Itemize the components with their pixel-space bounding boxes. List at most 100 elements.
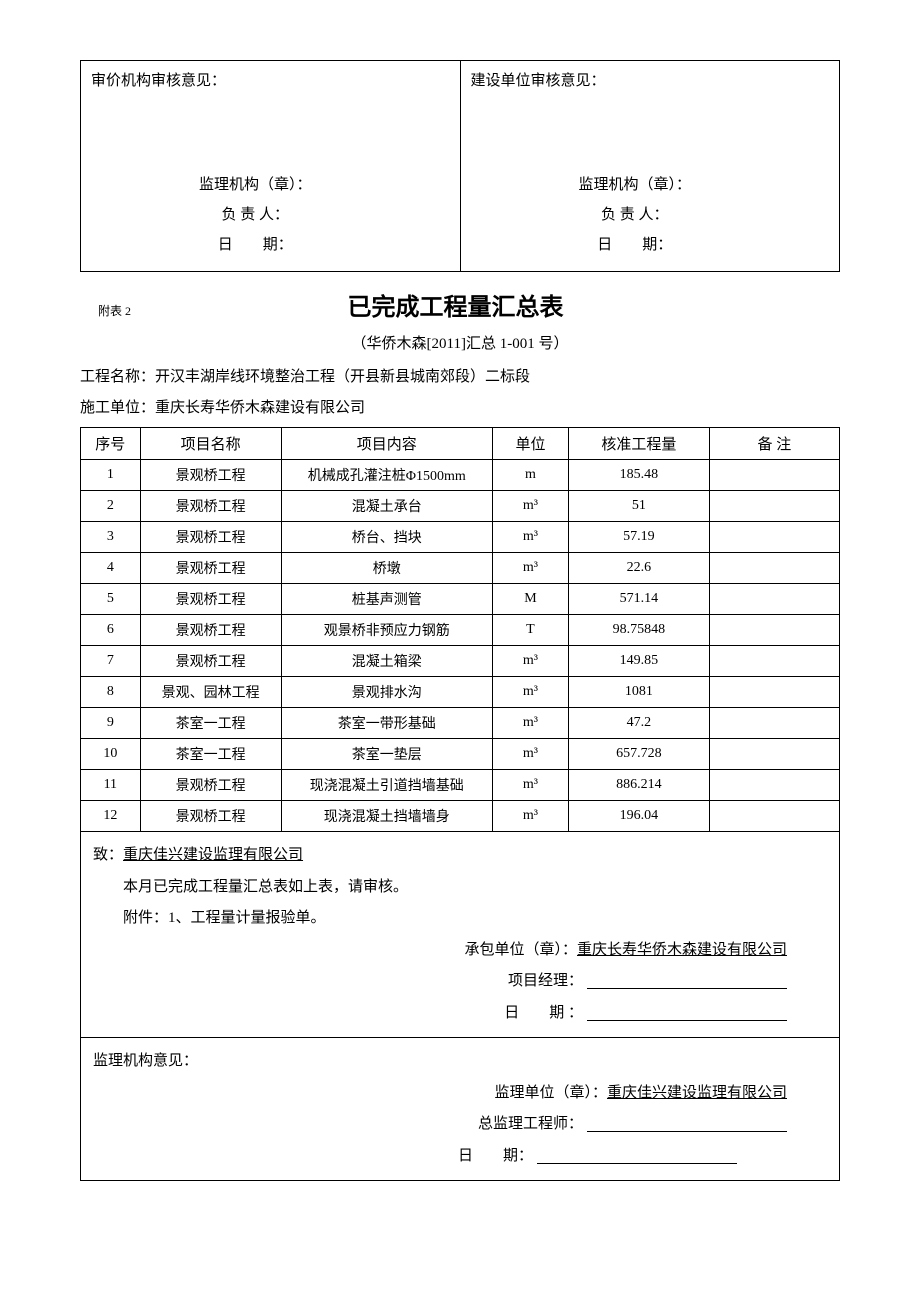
cell-name: 景观桥工程: [140, 491, 281, 522]
to-line: 致：重庆佳兴建设监理有限公司: [93, 840, 827, 872]
date-label1: 日 期 ：: [504, 1005, 583, 1021]
footer-top-block: 致：重庆佳兴建设监理有限公司 本月已完成工程量汇总表如上表，请审核。 附件：1、…: [81, 832, 839, 1038]
project-name: 开汉丰湖岸线环境整治工程（开县新县城南郊段）二标段: [155, 369, 530, 385]
contractor-label: 施工单位：: [80, 400, 155, 416]
cell-qty: 149.85: [568, 646, 709, 677]
approval-left-sig: 监理机构（章）： 负 责 人： 日 期：: [91, 170, 450, 260]
cell-content: 桥台、挡块: [281, 522, 492, 553]
cell-name: 景观桥工程: [140, 460, 281, 491]
table-row: 9茶室一工程茶室一带形基础m³47.2: [81, 708, 840, 739]
cell-idx: 9: [81, 708, 141, 739]
approval-right-sig: 监理机构（章）： 负 责 人： 日 期：: [471, 170, 830, 260]
doc-number: （华侨木森[2011]汇总 1-001 号）: [80, 332, 840, 353]
cell-content: 现浇混凝土挡墙墙身: [281, 801, 492, 832]
date-label: 日 期：: [91, 230, 420, 260]
person-label: 负 责 人：: [91, 200, 420, 230]
cell-qty: 185.48: [568, 460, 709, 491]
footer-line1: 本月已完成工程量汇总表如上表，请审核。: [93, 872, 827, 904]
contractor-seal-label: 承包单位（章）：: [464, 942, 577, 958]
cell-unit: m³: [493, 708, 569, 739]
to-label: 致：: [93, 847, 123, 863]
cell-unit: m³: [493, 553, 569, 584]
cell-remark: [709, 460, 839, 491]
cell-idx: 6: [81, 615, 141, 646]
cell-name: 茶室一工程: [140, 739, 281, 770]
footer-section: 致：重庆佳兴建设监理有限公司 本月已完成工程量汇总表如上表，请审核。 附件：1、…: [80, 832, 840, 1181]
title-row: 附表 2 已完成工程量汇总表: [80, 287, 840, 322]
project-label: 工程名称：: [80, 369, 155, 385]
cell-idx: 7: [81, 646, 141, 677]
table-row: 11景观桥工程现浇混凝土引道挡墙基础m³886.214: [81, 770, 840, 801]
cell-qty: 47.2: [568, 708, 709, 739]
cell-name: 景观桥工程: [140, 615, 281, 646]
contractor-name: 重庆长寿华侨木森建设有限公司: [155, 400, 365, 416]
date-line2: 日 期：: [93, 1141, 827, 1173]
cell-content: 现浇混凝土引道挡墙基础: [281, 770, 492, 801]
footer-bottom-block: 监理机构意见： 监理单位（章）：重庆佳兴建设监理有限公司 总监理工程师： 日 期…: [81, 1038, 839, 1180]
quantity-table: 序号 项目名称 项目内容 单位 核准工程量 备 注 1景观桥工程机械成孔灌注桩Φ…: [80, 427, 840, 832]
cell-content: 茶室一带形基础: [281, 708, 492, 739]
th-idx: 序号: [81, 428, 141, 460]
table-row: 8景观、园林工程景观排水沟m³1081: [81, 677, 840, 708]
date-label: 日 期：: [471, 230, 800, 260]
table-row: 2景观桥工程混凝土承台m³51: [81, 491, 840, 522]
cell-remark: [709, 770, 839, 801]
cell-name: 景观桥工程: [140, 801, 281, 832]
supervisor-opinion: 监理机构意见：: [93, 1046, 827, 1078]
pm-label: 项目经理：: [508, 973, 583, 989]
cell-unit: m³: [493, 801, 569, 832]
cell-unit: m: [493, 460, 569, 491]
contractor-seal-line: 承包单位（章）：重庆长寿华侨木森建设有限公司: [93, 935, 827, 967]
supervisor-seal-name: 重庆佳兴建设监理有限公司: [607, 1085, 787, 1101]
cell-idx: 4: [81, 553, 141, 584]
cell-remark: [709, 708, 839, 739]
approval-left-title: 审价机构审核意见：: [91, 69, 450, 90]
cell-content: 景观排水沟: [281, 677, 492, 708]
cell-remark: [709, 646, 839, 677]
cell-idx: 3: [81, 522, 141, 553]
cell-unit: m³: [493, 739, 569, 770]
pm-line: 项目经理：: [93, 966, 827, 998]
cell-qty: 57.19: [568, 522, 709, 553]
chief-sig-line: [587, 1117, 787, 1132]
th-name: 项目名称: [140, 428, 281, 460]
approval-box: 审价机构审核意见： 监理机构（章）： 负 责 人： 日 期： 建设单位审核意见：…: [80, 60, 840, 272]
date-line1: 日 期 ：: [93, 998, 827, 1030]
cell-name: 景观桥工程: [140, 646, 281, 677]
person-label: 负 责 人：: [471, 200, 800, 230]
cell-qty: 22.6: [568, 553, 709, 584]
cell-remark: [709, 553, 839, 584]
cell-remark: [709, 739, 839, 770]
chief-line: 总监理工程师：: [93, 1109, 827, 1141]
cell-qty: 1081: [568, 677, 709, 708]
cell-name: 景观桥工程: [140, 770, 281, 801]
cell-name: 景观桥工程: [140, 522, 281, 553]
table-row: 12景观桥工程现浇混凝土挡墙墙身m³196.04: [81, 801, 840, 832]
cell-idx: 5: [81, 584, 141, 615]
cell-content: 桥墩: [281, 553, 492, 584]
cell-remark: [709, 491, 839, 522]
cell-remark: [709, 677, 839, 708]
cell-content: 机械成孔灌注桩Φ1500mm: [281, 460, 492, 491]
cell-idx: 10: [81, 739, 141, 770]
date-label2: 日 期：: [458, 1148, 533, 1164]
cell-qty: 196.04: [568, 801, 709, 832]
cell-name: 景观桥工程: [140, 584, 281, 615]
cell-name: 茶室一工程: [140, 708, 281, 739]
th-unit: 单位: [493, 428, 569, 460]
cell-idx: 1: [81, 460, 141, 491]
table-row: 6景观桥工程观景桥非预应力钢筋T98.75848: [81, 615, 840, 646]
cell-remark: [709, 584, 839, 615]
org-seal-label: 监理机构（章）：: [471, 170, 800, 200]
table-row: 7景观桥工程混凝土箱梁m³149.85: [81, 646, 840, 677]
cell-content: 桩基声测管: [281, 584, 492, 615]
cell-qty: 657.728: [568, 739, 709, 770]
cell-unit: m³: [493, 770, 569, 801]
pm-sig-line: [587, 974, 787, 989]
cell-content: 混凝土箱梁: [281, 646, 492, 677]
contractor-seal-name: 重庆长寿华侨木森建设有限公司: [577, 942, 787, 958]
cell-unit: M: [493, 584, 569, 615]
th-content: 项目内容: [281, 428, 492, 460]
cell-unit: m³: [493, 677, 569, 708]
table-row: 5景观桥工程桩基声测管M571.14: [81, 584, 840, 615]
